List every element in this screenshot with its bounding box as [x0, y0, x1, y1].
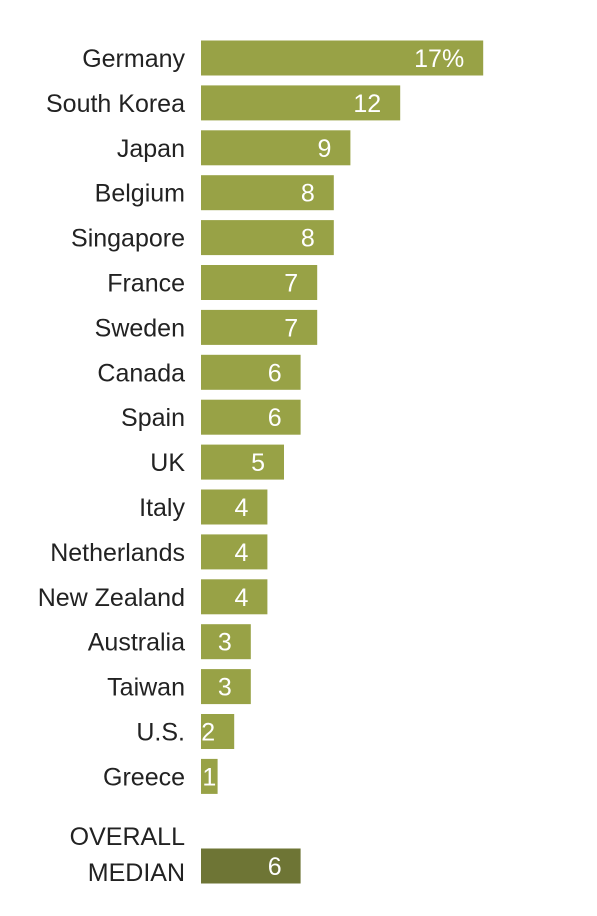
bar — [201, 354, 301, 390]
bar — [201, 85, 401, 121]
summary-label-line: OVERALL — [70, 823, 185, 851]
bar — [201, 489, 268, 525]
category-label: UK — [150, 449, 185, 477]
category-label: Taiwan — [107, 674, 185, 702]
bar-row: Belgium 8 — [95, 175, 334, 211]
bar-row: Taiwan 3 — [107, 669, 251, 705]
bar-row: UK 5 — [150, 444, 284, 480]
bar-row: Sweden 7 — [95, 309, 318, 345]
value-label: 8 — [301, 180, 315, 208]
category-label: Belgium — [95, 180, 185, 208]
bar — [201, 714, 235, 749]
bar-row: France 7 — [107, 265, 318, 300]
category-label: Italy — [139, 494, 185, 522]
category-label: Singapore — [71, 225, 185, 253]
category-label: Sweden — [95, 314, 185, 342]
category-label: Netherlands — [50, 539, 185, 567]
bar — [201, 265, 318, 300]
summary-label-line: MEDIAN — [88, 859, 185, 887]
category-label: Spain — [121, 404, 185, 432]
bar-row: U.S. 2 — [136, 714, 235, 749]
bar-row: Australia 3 — [88, 624, 251, 660]
category-label: Japan — [117, 135, 185, 163]
summary-value-label: 6 — [268, 853, 282, 881]
bar-row: New Zealand 4 — [38, 579, 268, 615]
bar — [201, 175, 334, 211]
value-label: 2 — [201, 719, 215, 747]
bar-row: Canada 6 — [97, 354, 301, 390]
bar-row: Singapore 8 — [71, 220, 334, 256]
bar — [201, 309, 318, 345]
bar — [201, 534, 268, 570]
bar — [201, 220, 334, 256]
bar — [201, 579, 268, 615]
value-label: 5 — [251, 449, 265, 477]
category-label: South Korea — [46, 90, 185, 118]
bar-row: Spain 6 — [121, 399, 301, 435]
overall-median-row: OVERALL MEDIAN 6 — [70, 823, 301, 887]
value-label: 9 — [317, 135, 331, 163]
category-label: Greece — [103, 763, 185, 791]
bar — [201, 40, 484, 76]
category-label: New Zealand — [38, 584, 185, 612]
value-label: 3 — [218, 629, 232, 657]
bar-row: Japan 9 — [117, 130, 351, 166]
bar — [201, 758, 218, 794]
bar-row: South Korea 12 — [46, 85, 401, 121]
category-label: Australia — [88, 629, 185, 657]
category-label: Canada — [97, 359, 185, 387]
value-label: 6 — [268, 359, 282, 387]
bar — [201, 669, 251, 705]
category-label: Germany — [82, 45, 185, 73]
value-label: 1 — [202, 763, 216, 791]
category-label: France — [107, 270, 185, 298]
bar-row: Greece 1 — [103, 758, 218, 794]
value-label: 6 — [268, 404, 282, 432]
bar — [201, 624, 251, 660]
value-label: 3 — [218, 674, 232, 702]
bar — [201, 130, 351, 166]
value-label: 4 — [234, 584, 248, 612]
bar — [201, 444, 284, 480]
bar-row: Germany 17% — [82, 40, 484, 76]
value-label: 8 — [301, 225, 315, 253]
value-label: 4 — [234, 494, 248, 522]
summary-bar — [201, 848, 301, 884]
value-label: 17% — [414, 45, 464, 73]
value-label: 4 — [234, 539, 248, 567]
category-label: U.S. — [136, 719, 185, 747]
value-label: 12 — [353, 90, 381, 118]
value-label: 7 — [284, 270, 298, 298]
value-label: 7 — [284, 314, 298, 342]
bar — [201, 399, 301, 435]
bar-row: Italy 4 — [139, 489, 268, 525]
bar-row: Netherlands 4 — [50, 534, 268, 570]
